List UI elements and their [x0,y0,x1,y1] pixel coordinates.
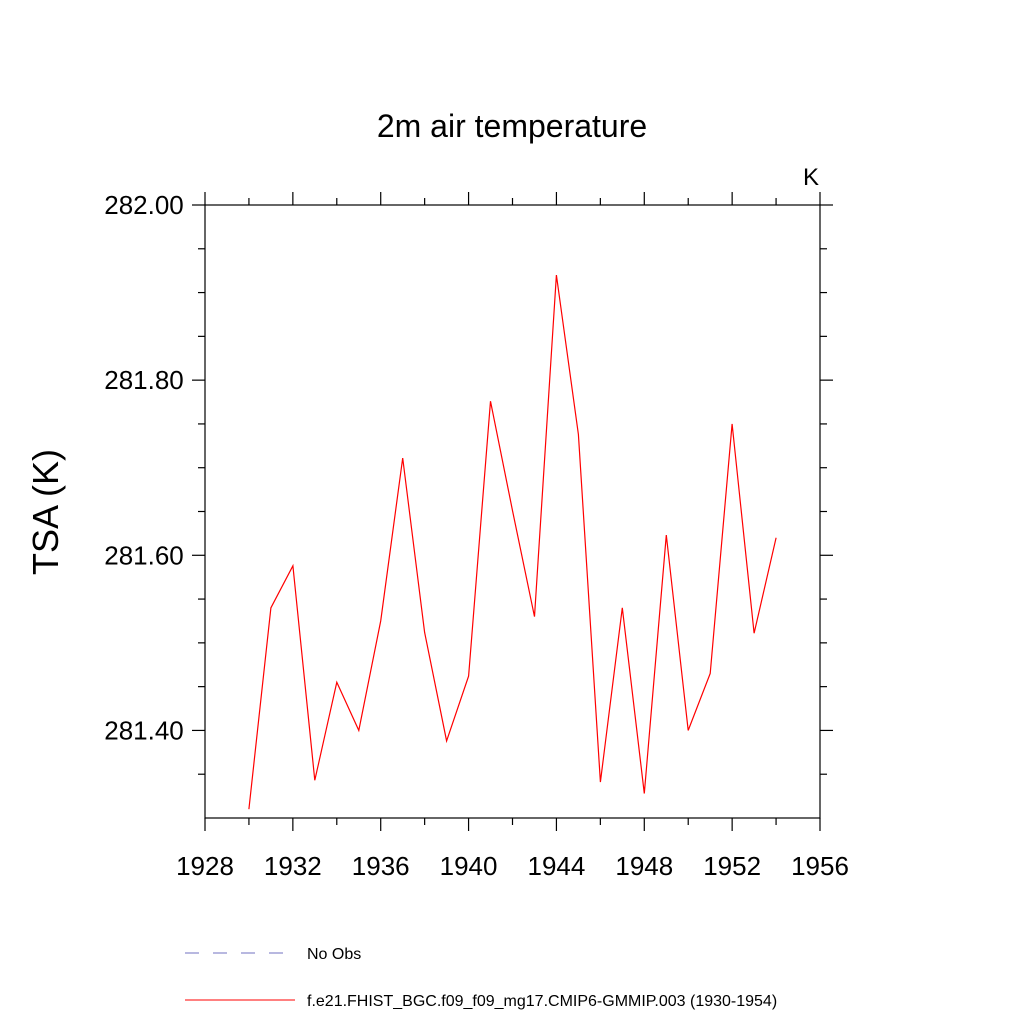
y-tick-label: 281.40 [104,715,184,745]
x-tick-label: 1940 [440,851,498,881]
y-minor-ticks [198,248,827,775]
x-tick-label: 1952 [703,851,761,881]
chart-title: 2m air temperature [377,108,647,144]
legend-label-no-obs: No Obs [307,946,361,963]
y-tick-labels: 281.40 281.60 281.80 282.00 [104,190,184,745]
y-major-ticks [192,204,833,732]
y-axis-label: TSA (K) [25,449,66,575]
y-tick-label: 281.60 [104,540,184,570]
units-label: K [803,164,819,191]
x-tick-labels: 1928 1932 1936 1940 1944 1948 1952 1956 [176,851,849,881]
x-tick-label: 1932 [264,851,322,881]
x-tick-label: 1928 [176,851,234,881]
x-tick-label: 1936 [352,851,410,881]
x-tick-label: 1948 [615,851,673,881]
x-minor-ticks [248,198,777,825]
x-tick-label: 1956 [791,851,849,881]
x-tick-label: 1944 [528,851,586,881]
legend: No Obs f.e21.FHIST_BGC.f09_f09_mg17.CMIP… [185,946,777,1010]
y-tick-label: 281.80 [104,365,184,395]
y-tick-label: 282.00 [104,190,184,220]
legend-label-model: f.e21.FHIST_BGC.f09_f09_mg17.CMIP6-GMMIP… [307,993,777,1010]
x-major-ticks [204,192,821,831]
series-line [248,275,777,810]
series-points [249,275,776,809]
